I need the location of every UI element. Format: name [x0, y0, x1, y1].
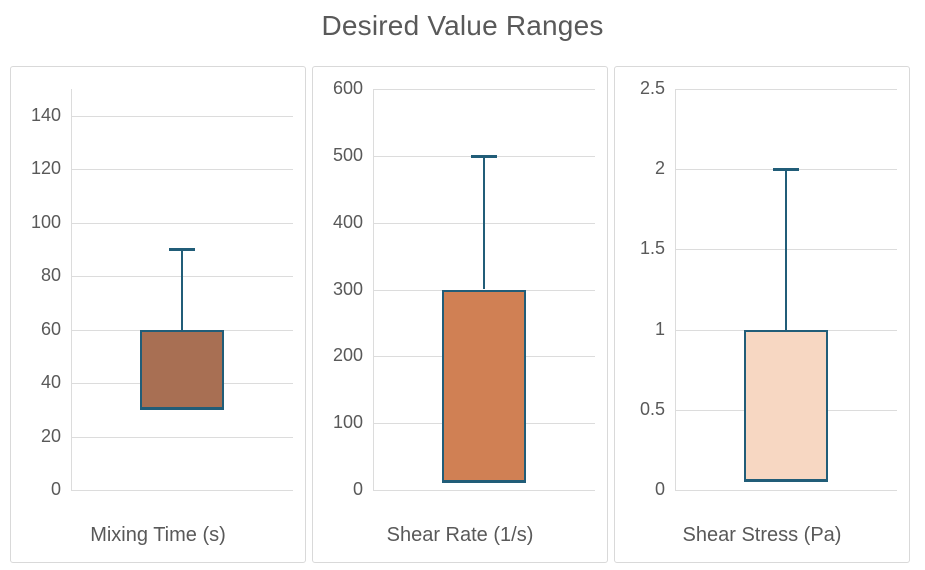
whisker-cap — [773, 168, 799, 172]
gridline — [71, 490, 293, 491]
value-range-box — [744, 329, 828, 482]
whisker-cap — [471, 154, 497, 158]
category-label: Shear Rate (1/s) — [386, 524, 534, 546]
y-tick-label: 1.5 — [639, 238, 665, 259]
gridline — [373, 490, 595, 491]
whisker-cap — [169, 248, 195, 252]
y-tick-label: 600 — [332, 78, 363, 99]
y-tick-label: 0 — [654, 479, 665, 500]
whisker-line — [181, 249, 183, 330]
plot-area: 0 100 200 300 400 500 600 — [333, 78, 595, 499]
panel-shear-rate: 0 100 200 300 400 500 600 Shear Rate (1/s) — [312, 66, 608, 563]
y-tick-label: 2.5 — [639, 78, 665, 99]
category-label: Mixing Time (s) — [90, 524, 226, 546]
gridline — [71, 222, 293, 224]
whisker-line — [483, 155, 485, 290]
gridline — [675, 490, 897, 491]
y-tick-label: 120 — [30, 158, 61, 179]
y-tick-label: 100 — [30, 211, 61, 232]
y-tick-label: 0 — [352, 479, 363, 500]
panel-group: 0 20 40 60 80 100 120 140 Mixing Time (s) 0 100 2… — [10, 66, 910, 563]
chart-title: Desired Value Ranges — [321, 10, 604, 41]
panel-shear-stress: 0 0.5 1 1.5 2 2.5 Shear Stress (Pa) — [614, 66, 910, 563]
plot-area: 0 0.5 1 1.5 2 2.5 — [640, 78, 897, 499]
gridline — [71, 169, 293, 171]
y-tick-label: 80 — [40, 265, 61, 286]
y-tick-label: 40 — [40, 372, 61, 393]
gridline — [373, 89, 595, 90]
value-range-box — [140, 329, 224, 410]
y-tick-label: 0 — [50, 479, 61, 500]
y-tick-label: 200 — [332, 345, 363, 366]
gridline — [71, 115, 293, 117]
gridline — [675, 89, 897, 90]
gridline — [71, 436, 293, 438]
panel-mixing-time: 0 20 40 60 80 100 120 140 Mixing Time (s) — [10, 66, 306, 563]
category-label: Shear Stress (Pa) — [682, 524, 842, 546]
y-tick-label: 100 — [332, 412, 363, 433]
y-axis-line — [71, 89, 72, 490]
y-tick-label: 60 — [40, 318, 61, 339]
y-tick-label: 20 — [40, 425, 61, 446]
whisker-line — [785, 169, 787, 330]
y-tick-label: 1 — [654, 318, 665, 339]
y-tick-label: 300 — [332, 278, 363, 299]
plot-area: 0 20 40 60 80 100 120 140 — [31, 89, 293, 499]
y-tick-label: 400 — [332, 211, 363, 232]
y-tick-label: 0.5 — [639, 398, 665, 419]
value-range-box — [442, 289, 526, 484]
y-tick-label: 2 — [654, 158, 665, 179]
y-tick-label: 500 — [332, 144, 363, 165]
y-axis-line — [675, 89, 676, 490]
y-tick-label: 140 — [30, 104, 61, 125]
